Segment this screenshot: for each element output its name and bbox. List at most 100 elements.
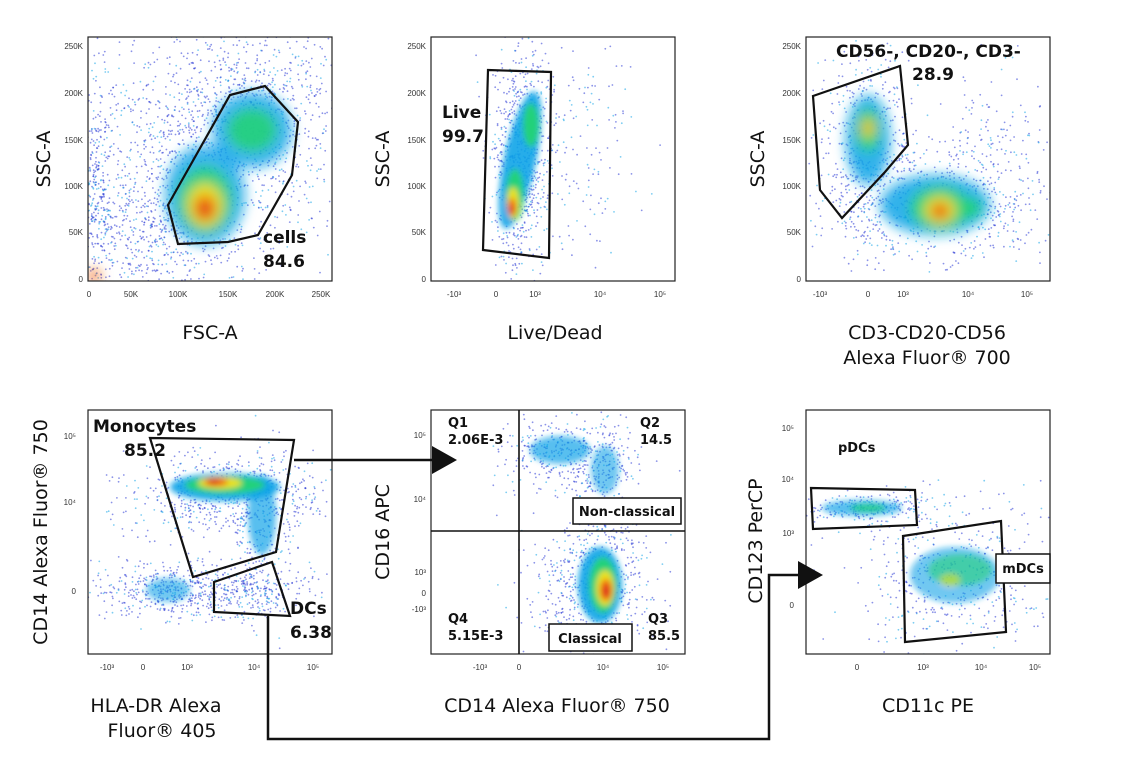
x-axis-title-line1: CD3-CD20-CD56 xyxy=(848,322,1006,344)
density-layer xyxy=(806,479,1050,654)
arrow-right-icon xyxy=(432,446,457,474)
density-hotspots xyxy=(846,95,990,235)
x-axis-ticks: 0 50K 100K 150K 200K 250K xyxy=(87,290,331,299)
y-axis-title: CD16 APC xyxy=(372,484,394,580)
density-layer xyxy=(453,411,681,654)
x-tick: -10³ xyxy=(813,290,828,299)
x-tick: 0 xyxy=(141,663,146,672)
quadrant-value: 85.5 xyxy=(648,629,680,644)
dcs-connector-line xyxy=(266,573,800,741)
gate-mdcs[interactable] xyxy=(901,519,1008,644)
quadrant-label: Q1 xyxy=(448,416,468,431)
y-tick: 200K xyxy=(407,89,426,98)
x-tick: 10³ xyxy=(181,663,193,672)
x-tick: 200K xyxy=(266,290,285,299)
gate-name-label: Live xyxy=(442,103,481,123)
density-layer xyxy=(88,410,332,650)
y-tick: 250K xyxy=(64,42,83,51)
x-tick: -10³ xyxy=(447,290,462,299)
arrow-right-icon xyxy=(798,561,823,589)
x-tick: -10³ xyxy=(100,663,115,672)
x-tick: 10⁵ xyxy=(654,290,666,299)
plot-frame xyxy=(430,409,686,655)
x-tick: 150K xyxy=(219,290,238,299)
event-dots xyxy=(456,37,661,281)
y-tick: 10⁵ xyxy=(782,424,794,433)
plot-frame xyxy=(430,36,676,282)
x-tick: 10⁵ xyxy=(657,663,669,672)
density-hotspots xyxy=(146,473,280,602)
y-tick: 0 xyxy=(422,275,427,284)
gate-cells[interactable] xyxy=(166,84,300,246)
plot-fsc-ssc: cells 84.6 250K 200K 150K 100K 50K 0 0 5… xyxy=(33,36,333,344)
x-tick: 0 xyxy=(494,290,499,299)
x-tick: 10⁴ xyxy=(975,663,988,672)
y-tick: 50K xyxy=(787,228,802,237)
y-axis-title: SSC-A xyxy=(372,131,394,188)
y-tick: 100K xyxy=(782,182,801,191)
y-axis-ticks: 10⁵ 10⁴ 10³ 0 xyxy=(782,424,795,610)
x-tick: 250K xyxy=(312,290,331,299)
x-axis-ticks: -10³ 0 10³ 10⁴ 10⁵ xyxy=(813,290,1033,299)
y-axis-ticks: 10⁵ 10⁴ 0 xyxy=(64,432,77,596)
x-tick: 10³ xyxy=(917,663,929,672)
plot-frame xyxy=(87,409,333,655)
density-layer xyxy=(88,37,332,281)
y-tick: 10³ xyxy=(414,568,426,577)
mdcs-label-box xyxy=(995,553,1051,584)
x-tick: 0 xyxy=(87,290,92,299)
x-tick: 10³ xyxy=(529,290,541,299)
gate-pdcs[interactable] xyxy=(809,486,919,531)
gate-dcs[interactable] xyxy=(212,560,292,618)
gate-value-label: 28.9 xyxy=(912,65,954,85)
x-axis-title-line2: Alexa Fluor® 700 xyxy=(843,347,1011,369)
y-tick: 10³ xyxy=(782,529,794,538)
y-tick: 10⁴ xyxy=(414,495,427,504)
gate-name-label: cells xyxy=(263,228,306,248)
gate-lineage-negative[interactable] xyxy=(811,64,910,220)
y-tick: 0 xyxy=(79,275,84,284)
y-tick: 150K xyxy=(64,136,83,145)
y-axis-ticks: 250K 200K 150K 100K 50K 0 xyxy=(782,42,801,284)
density-hotspots xyxy=(530,436,622,623)
y-tick: 150K xyxy=(782,136,801,145)
x-axis-title: CD11c PE xyxy=(882,695,974,717)
gate-name-label: mDCs xyxy=(1002,562,1044,577)
subset-label: Non-classical xyxy=(579,505,675,520)
x-axis-title: CD14 Alexa Fluor® 750 xyxy=(444,695,670,717)
y-axis-title: CD123 PerCP xyxy=(745,478,767,603)
gate-value-label: 84.6 xyxy=(263,252,305,272)
y-tick: 10⁵ xyxy=(414,431,426,440)
x-tick: 50K xyxy=(124,290,139,299)
x-tick: 0 xyxy=(855,663,860,672)
x-axis-ticks: -10³ 0 10⁴ 10⁵ xyxy=(473,663,669,672)
y-axis-title: SSC-A xyxy=(33,131,55,188)
gate-value-label: 99.7 xyxy=(442,127,484,147)
y-axis-title: CD14 Alexa Fluor® 750 xyxy=(30,419,52,645)
y-tick: 100K xyxy=(407,182,426,191)
quadrant-label: Q3 xyxy=(648,612,668,627)
density-layer xyxy=(808,40,1050,273)
gate-name-label: DCs xyxy=(290,599,327,619)
event-dots xyxy=(88,410,332,650)
x-axis-ticks: -10³ 0 10³ 10⁴ 10⁵ xyxy=(100,663,319,672)
gate-value-label: 6.38 xyxy=(290,623,332,643)
x-axis-title: Live/Dead xyxy=(507,322,602,344)
plot-frame xyxy=(805,409,1051,655)
plot-frame xyxy=(805,36,1051,282)
gate-monocytes[interactable] xyxy=(148,436,296,579)
y-tick: 200K xyxy=(64,89,83,98)
y-tick: -10³ xyxy=(412,605,427,614)
plot-cd11c-cd123: pDCs mDCs 10⁵ 10⁴ 10³ 0 0 10³ 10⁴ 10⁵ CD… xyxy=(745,409,1051,717)
plot-hla-dr-cd14: Monocytes 85.2 DCs 6.38 10⁵ 10⁴ 0 -10³ 0… xyxy=(30,409,333,742)
x-tick: -10³ xyxy=(473,663,488,672)
x-tick: 10⁴ xyxy=(594,290,607,299)
gate-name-label: Monocytes xyxy=(93,417,196,437)
y-tick: 50K xyxy=(412,228,427,237)
y-axis-title: SSC-A xyxy=(747,131,769,188)
y-tick: 10⁴ xyxy=(782,475,795,484)
subset-box-nonclassical xyxy=(572,497,682,525)
x-tick: 10⁴ xyxy=(248,663,261,672)
gate-live[interactable] xyxy=(481,68,553,260)
